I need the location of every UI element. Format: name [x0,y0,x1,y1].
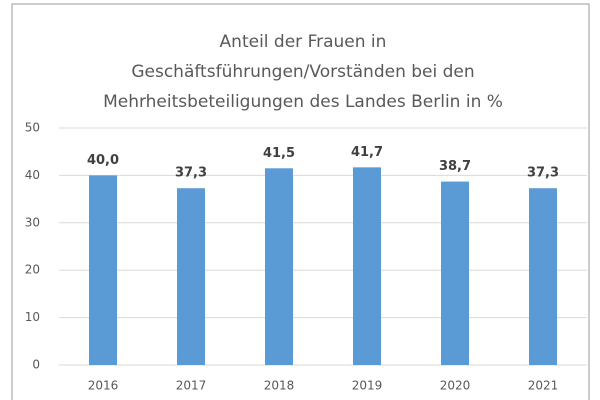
x-tick-label: 2021 [528,379,559,393]
data-label: 41,5 [263,146,295,161]
data-label: 37,3 [175,166,207,181]
y-tick-label: 10 [25,310,40,324]
chart-title: Anteil der Frauen in [220,32,387,52]
bar [529,188,557,365]
bar [89,175,117,365]
x-tick-label: 2017 [176,379,207,393]
y-tick-label: 20 [25,263,40,277]
y-tick-label: 0 [32,358,40,372]
x-tick-label: 2016 [88,379,119,393]
data-label: 40,0 [87,153,119,168]
x-tick-label: 2018 [264,379,295,393]
bar [265,168,293,365]
chart-title: Geschäftsführungen/Vorständen bei den [131,62,474,82]
data-label: 38,7 [439,159,471,174]
y-tick-label: 40 [25,168,40,182]
bar [177,188,205,365]
bar [441,181,469,365]
bar [353,167,381,365]
y-tick-label: 30 [25,215,40,229]
chart-title: Mehrheitsbeteiligungen des Landes Berlin… [103,92,503,112]
x-tick-label: 2020 [440,379,471,393]
x-tick-label: 2019 [352,379,383,393]
y-tick-label: 50 [25,121,40,135]
data-label: 41,7 [351,145,383,160]
data-label: 37,3 [527,166,559,181]
